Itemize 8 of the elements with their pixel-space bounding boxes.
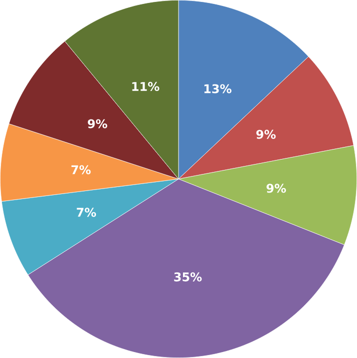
data-label: 7%	[71, 165, 91, 174]
data-label: 13%	[204, 84, 232, 94]
data-label: 7%	[76, 208, 96, 217]
data-label: 9%	[88, 119, 108, 128]
data-label: 9%	[256, 130, 276, 139]
data-label: 35%	[174, 272, 202, 282]
data-label: 9%	[266, 184, 286, 193]
data-label: 11%	[132, 82, 160, 92]
